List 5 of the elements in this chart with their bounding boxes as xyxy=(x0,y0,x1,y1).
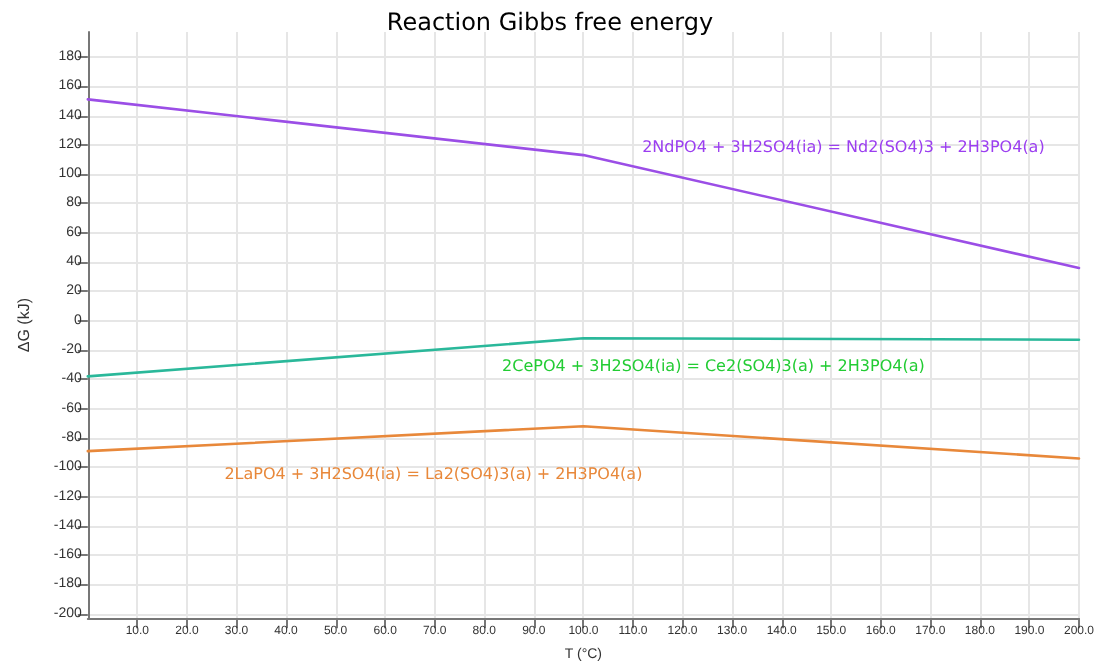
chart-title: Reaction Gibbs free energy xyxy=(386,8,714,36)
series-label: 2CePO4 + 3H2SO4(ia) = Ce2(SO4)3(a) + 2H3PO4(a) xyxy=(502,357,925,376)
series-label: 2NdPO4 + 3H2SO4(ia) = Nd2(SO4)3 + 2H3PO4(a) xyxy=(642,138,1045,157)
series-label: 2LaPO4 + 3H2SO4(ia) = La2(SO4)3(a) + 2H3PO4(a) xyxy=(224,465,643,484)
y-axis-title: ΔG (kJ) xyxy=(15,297,33,353)
